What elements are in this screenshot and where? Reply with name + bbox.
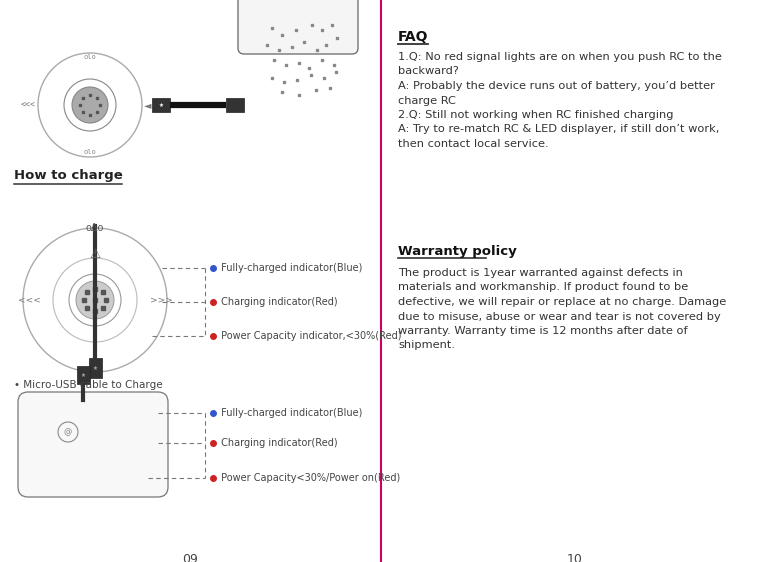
Text: 1.Q: No red signal lights are on when you push RC to the: 1.Q: No red signal lights are on when yo… <box>398 52 722 62</box>
Text: charge RC: charge RC <box>398 96 456 106</box>
Text: Fully-charged indicator(Blue): Fully-charged indicator(Blue) <box>218 408 362 418</box>
Text: backward?: backward? <box>398 66 459 76</box>
Text: materials and workmanship. If product found to be: materials and workmanship. If product fo… <box>398 283 688 292</box>
Text: • Micro-USB cable to Charge: • Micro-USB cable to Charge <box>14 380 162 390</box>
Text: defective, we will repair or replace at no charge. Damage: defective, we will repair or replace at … <box>398 297 726 307</box>
FancyBboxPatch shape <box>238 0 358 54</box>
Circle shape <box>76 281 114 319</box>
Text: Warranty policy: Warranty policy <box>398 245 517 258</box>
FancyBboxPatch shape <box>89 358 102 378</box>
Text: oΔo: oΔo <box>86 223 104 233</box>
Text: Fully-charged indicator(Blue): Fully-charged indicator(Blue) <box>218 263 362 273</box>
Text: ★: ★ <box>92 365 98 370</box>
Text: ⚠: ⚠ <box>89 248 101 261</box>
Text: olo: olo <box>84 54 96 60</box>
Text: The product is 1year warranted against defects in: The product is 1year warranted against d… <box>398 268 683 278</box>
Text: >>>: >>> <box>149 296 172 305</box>
Circle shape <box>72 87 108 123</box>
FancyBboxPatch shape <box>226 98 244 112</box>
Text: A: Probably the device runs out of battery, you’d better: A: Probably the device runs out of batte… <box>398 81 715 91</box>
Text: ★: ★ <box>158 102 164 107</box>
Text: Power Capacity indicator,<30%(Red): Power Capacity indicator,<30%(Red) <box>218 331 401 341</box>
Text: Charging indicator(Red): Charging indicator(Red) <box>218 297 338 307</box>
Text: Power Capacity<30%/Power on(Red): Power Capacity<30%/Power on(Red) <box>218 473 400 483</box>
Text: How to charge: How to charge <box>14 169 123 182</box>
FancyBboxPatch shape <box>152 98 170 112</box>
Text: 09: 09 <box>182 553 198 562</box>
Text: ★: ★ <box>81 373 85 378</box>
Text: FAQ: FAQ <box>398 30 428 44</box>
FancyBboxPatch shape <box>18 392 168 497</box>
Text: ◄: ◄ <box>144 100 151 110</box>
Text: <<<: <<< <box>18 296 41 305</box>
Text: 2.Q: Still not working when RC finished charging: 2.Q: Still not working when RC finished … <box>398 110 674 120</box>
FancyBboxPatch shape <box>77 366 90 384</box>
Text: <<<: <<< <box>21 101 36 110</box>
Text: warranty. Warranty time is 12 months after date of: warranty. Warranty time is 12 months aft… <box>398 326 687 336</box>
Text: Charging indicator(Red): Charging indicator(Red) <box>218 438 338 448</box>
Text: A: Try to re-match RC & LED displayer, if still don’t work,: A: Try to re-match RC & LED displayer, i… <box>398 125 719 134</box>
Text: shipment.: shipment. <box>398 341 455 351</box>
Text: olo: olo <box>84 149 96 155</box>
Text: 10: 10 <box>567 553 583 562</box>
Text: then contact local service.: then contact local service. <box>398 139 548 149</box>
Text: @: @ <box>64 428 72 437</box>
Text: due to misuse, abuse or wear and tear is not covered by: due to misuse, abuse or wear and tear is… <box>398 311 721 321</box>
